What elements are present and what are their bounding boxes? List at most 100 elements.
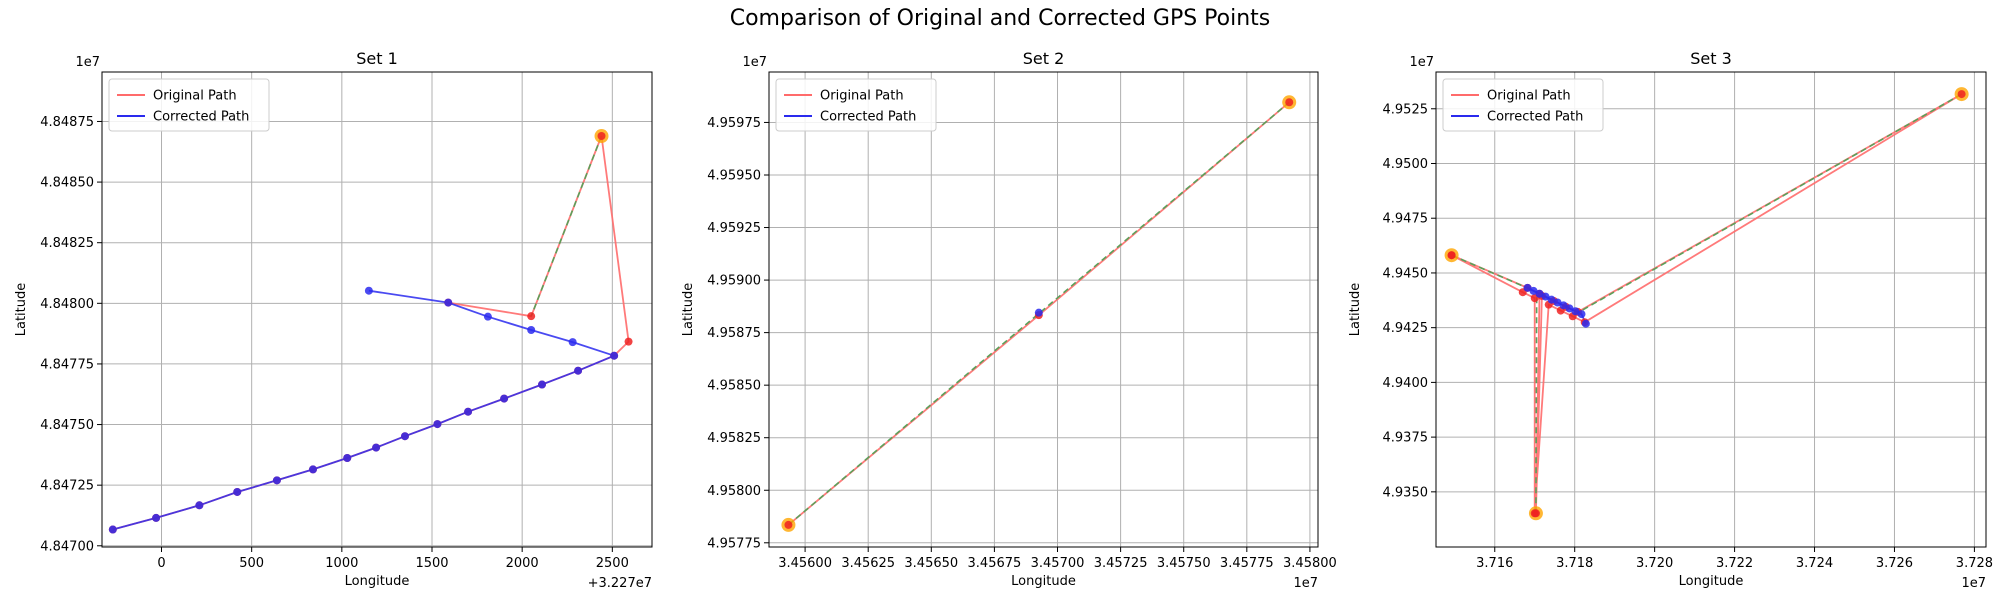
y-tick-label: 4.95775 xyxy=(707,536,761,551)
y-axis-label: Latitude xyxy=(14,283,29,337)
y-tick-label: 4.84750 xyxy=(40,418,94,433)
x-axis-offset: +3.227e7 xyxy=(588,576,652,591)
corrected-point xyxy=(1523,283,1532,292)
guide-dashed-line xyxy=(1535,295,1538,514)
x-axis-offset: 1e7 xyxy=(1961,576,1986,591)
y-tick-label: 4.9375 xyxy=(1383,431,1429,446)
y-axis-exponent: 1e7 xyxy=(742,55,767,70)
corrected-point xyxy=(483,312,492,321)
corrected-point xyxy=(610,351,619,360)
corrected-point xyxy=(1581,319,1590,328)
original-point xyxy=(597,132,606,141)
guide-dashed-line xyxy=(1574,93,1962,316)
y-axis-exponent: 1e7 xyxy=(75,55,100,70)
x-tick-label: 3.726 xyxy=(1876,556,1913,571)
y-tick-label: 4.9450 xyxy=(1383,266,1429,281)
axes-frame xyxy=(1435,71,1987,548)
x-tick-label: 2500 xyxy=(596,556,629,571)
y-tick-label: 4.95975 xyxy=(707,116,761,131)
legend-box xyxy=(775,78,937,132)
x-tick-label: 3.45725 xyxy=(1094,556,1148,571)
original-point xyxy=(1447,251,1456,260)
axes-frame xyxy=(101,71,653,548)
chart-panel-1: 0 500 1000 1500 2000 2500 4.84700 4.84725 4.8475… xyxy=(14,49,653,591)
y-axis-exponent: 1e7 xyxy=(1409,55,1434,70)
x-tick-label: 3.720 xyxy=(1636,556,1673,571)
figure-title: Comparison of Original and Corrected GPS… xyxy=(729,6,1271,31)
corrected-point xyxy=(464,407,473,416)
legend-box xyxy=(108,78,270,132)
legend-label-corrected: Corrected Path xyxy=(1487,110,1583,125)
y-tick-label: 4.95800 xyxy=(707,484,761,499)
y-tick-label: 4.95825 xyxy=(707,431,761,446)
x-axis-label: Longitude xyxy=(1679,574,1744,589)
corrected-point xyxy=(1547,295,1556,304)
legend-label-original: Original Path xyxy=(820,89,904,104)
y-axis-label: Latitude xyxy=(681,283,696,337)
corrected-point xyxy=(1565,304,1574,313)
chart-panel-2: 3.45600 3.45625 3.45650 3.45675 3.45700 3.457… xyxy=(681,49,1337,591)
subplot-title: Set 2 xyxy=(1023,49,1065,68)
corrected-point xyxy=(500,394,509,403)
original-point xyxy=(527,312,536,321)
corrected-point xyxy=(372,443,381,452)
corrected-point xyxy=(272,476,281,485)
original-path-line xyxy=(112,135,630,531)
y-tick-label: 4.95850 xyxy=(707,379,761,394)
axes-frame xyxy=(768,71,1319,548)
corrected-point xyxy=(1529,286,1538,295)
x-axis-offset: 1e7 xyxy=(1293,576,1318,591)
corrected-point xyxy=(152,513,161,522)
y-tick-label: 4.9475 xyxy=(1383,212,1429,227)
corrected-point xyxy=(568,338,577,347)
original-point xyxy=(784,520,793,529)
corrected-point xyxy=(108,525,117,534)
corrected-point xyxy=(400,432,409,441)
corrected-point xyxy=(538,380,546,389)
corrected-point xyxy=(1571,307,1580,316)
y-tick-label: 4.84800 xyxy=(40,297,94,312)
y-tick-label: 4.84850 xyxy=(40,176,94,191)
y-tick-label: 4.95875 xyxy=(707,326,761,341)
x-axis-label: Longitude xyxy=(1011,574,1076,589)
x-tick-label: 3.45625 xyxy=(841,556,895,571)
y-tick-label: 4.9425 xyxy=(1383,321,1429,336)
y-tick-label: 4.95900 xyxy=(707,274,761,289)
plot-area xyxy=(108,129,633,534)
x-tick-label: 3.45750 xyxy=(1157,556,1211,571)
legend: Original Path Corrected Path xyxy=(775,78,937,132)
y-tick-label: 4.84825 xyxy=(40,236,94,251)
corrected-point xyxy=(1541,292,1550,301)
y-tick-label: 4.84700 xyxy=(40,539,94,554)
y-tick-label: 4.84725 xyxy=(40,479,94,494)
y-tick-label: 4.9400 xyxy=(1383,376,1429,391)
y-axis-label: Latitude xyxy=(1348,283,1363,337)
x-tick-label: 1500 xyxy=(415,556,448,571)
subplot-title: Set 3 xyxy=(1690,49,1732,68)
corrected-point xyxy=(1535,289,1544,298)
guide-dashed-line xyxy=(530,135,603,317)
corrected-point xyxy=(574,366,583,375)
corrected-point xyxy=(308,465,317,474)
x-tick-label: 3.45700 xyxy=(1031,556,1085,571)
x-tick-label: 0 xyxy=(157,556,165,571)
x-tick-label: 3.45800 xyxy=(1283,556,1337,571)
y-tick-label: 4.84775 xyxy=(40,357,94,372)
legend-label-original: Original Path xyxy=(1487,89,1571,104)
corrected-point xyxy=(1553,298,1562,307)
x-tick-label: 3.722 xyxy=(1716,556,1753,571)
corrected-point xyxy=(364,286,373,295)
original-point xyxy=(1957,90,1966,99)
x-axis-label: Longitude xyxy=(345,574,410,589)
plot-area xyxy=(781,95,1297,532)
x-tick-label: 3.728 xyxy=(1956,556,1993,571)
corrected-point xyxy=(1577,310,1586,319)
x-tick-label: 2000 xyxy=(506,556,539,571)
original-point xyxy=(624,337,633,346)
x-tick-label: 500 xyxy=(239,556,264,571)
corrected-point xyxy=(343,454,352,463)
corrected-point xyxy=(444,298,453,307)
legend-label-corrected: Corrected Path xyxy=(820,110,916,125)
y-tick-label: 4.9525 xyxy=(1383,102,1429,117)
